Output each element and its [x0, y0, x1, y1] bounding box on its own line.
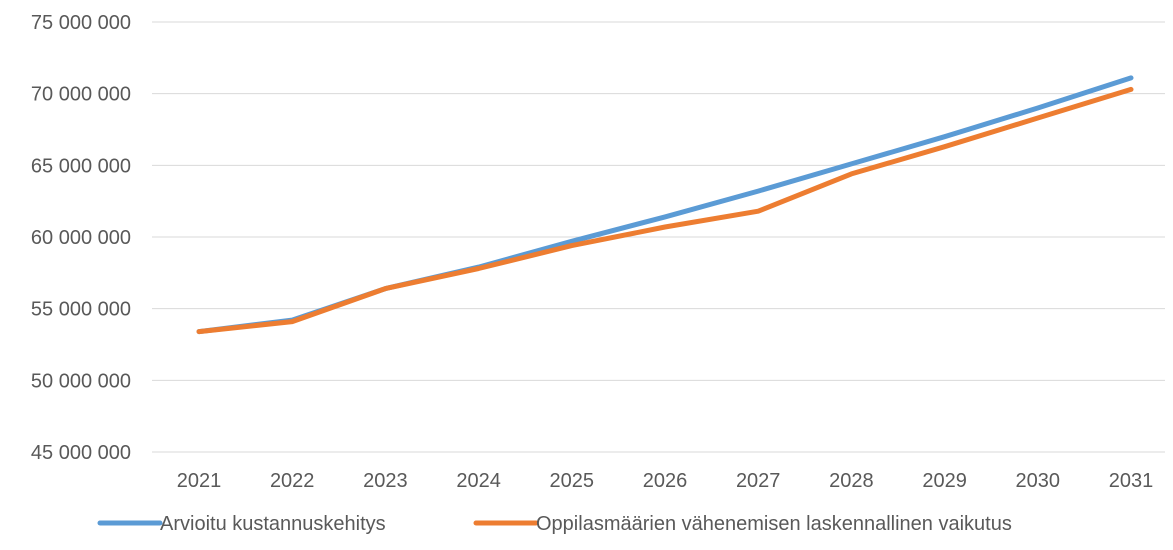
x-tick-label: 2028 — [829, 470, 874, 492]
y-tick-label: 70 000 000 — [31, 84, 131, 106]
series-line-1 — [196, 75, 1134, 335]
gridlines — [152, 21, 1165, 453]
legend: Arvioitu kustannuskehitys Oppilasmäärien … — [97, 513, 1012, 535]
y-tick-label: 50 000 000 — [31, 370, 131, 392]
x-tick-label: 2027 — [736, 470, 781, 492]
x-tick-label: 2026 — [643, 470, 688, 492]
legend-label-2: Oppilasmäärien vähenemisen laskennalline… — [536, 513, 1012, 535]
x-tick-label: 2030 — [1016, 470, 1061, 492]
x-axis-tick-labels: 2021 2022 2023 2024 2025 2026 2027 2028 2029 2030… — [177, 470, 1154, 492]
series-line-2 — [196, 86, 1134, 335]
x-tick-label: 2023 — [363, 470, 408, 492]
y-tick-label: 75 000 000 — [31, 12, 131, 34]
x-tick-label: 2024 — [456, 470, 501, 492]
y-tick-label: 45 000 000 — [31, 442, 131, 464]
x-tick-label: 2021 — [177, 470, 222, 492]
y-axis-tick-labels: 45 000 000 50 000 000 55 000 000 60 000 000… — [31, 12, 131, 464]
x-tick-label: 2029 — [922, 470, 967, 492]
y-tick-label: 65 000 000 — [31, 155, 131, 177]
x-tick-label: 2031 — [1109, 470, 1154, 492]
y-tick-label: 55 000 000 — [31, 299, 131, 321]
x-tick-label: 2022 — [270, 470, 315, 492]
legend-label-1: Arvioitu kustannuskehitys — [160, 513, 386, 535]
x-tick-label: 2025 — [550, 470, 595, 492]
series-lines — [196, 75, 1134, 335]
y-tick-label: 60 000 000 — [31, 227, 131, 249]
